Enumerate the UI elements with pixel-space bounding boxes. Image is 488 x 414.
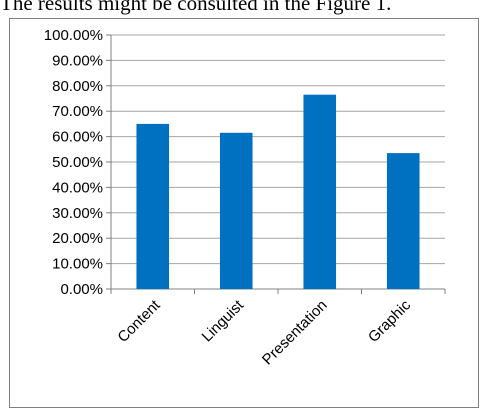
x-tick-label: Presentation xyxy=(259,297,331,369)
y-tick-label: 30.00% xyxy=(52,205,103,222)
bar-content xyxy=(136,123,170,290)
x-tick-label: Content xyxy=(114,296,164,346)
y-tick-label: 50.00% xyxy=(52,154,103,171)
x-tick-label: Linguist xyxy=(198,296,247,345)
y-tick-label: 10.00% xyxy=(52,256,103,273)
x-tick-label: Graphic xyxy=(365,296,415,346)
y-tick-label: 70.00% xyxy=(52,103,103,120)
y-tick-label: 80.00% xyxy=(52,78,103,95)
y-tick-label: 0.00% xyxy=(60,281,103,298)
bar-linguist xyxy=(219,132,253,289)
y-tick-label: 20.00% xyxy=(52,230,103,247)
bar-presentation xyxy=(303,94,337,289)
y-tick-label: 100.00% xyxy=(44,27,103,44)
figure-caption: The results might be consulted in the Fi… xyxy=(0,0,392,15)
bar-graphic xyxy=(386,153,420,289)
y-tick-label: 90.00% xyxy=(52,52,103,69)
y-tick-label: 40.00% xyxy=(52,179,103,196)
y-tick-label: 60.00% xyxy=(52,129,103,146)
